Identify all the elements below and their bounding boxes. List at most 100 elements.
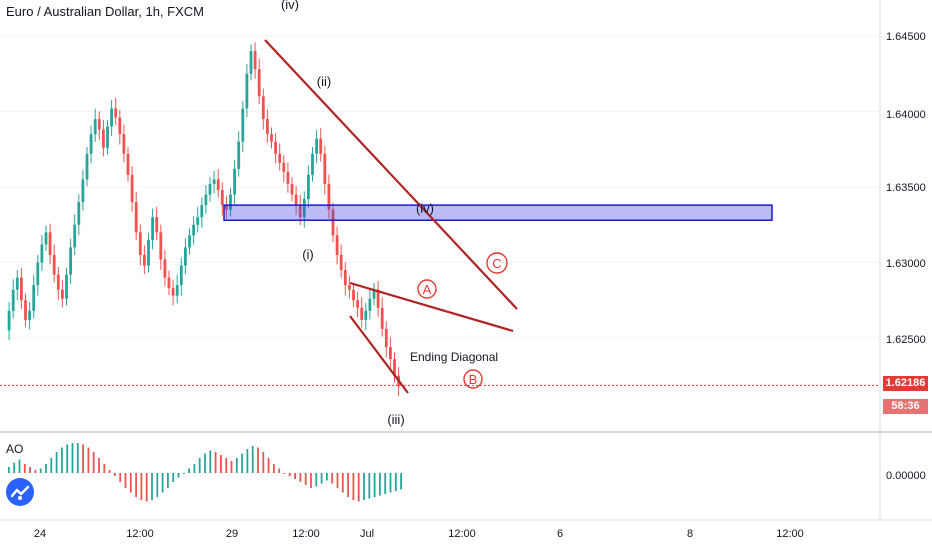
- ao-bar: [18, 459, 21, 473]
- candle-body: [245, 73, 249, 109]
- candle-body: [220, 190, 224, 206]
- candle-body: [339, 254, 343, 271]
- candle-body: [352, 289, 355, 301]
- ao-bar: [363, 473, 365, 500]
- candle-body: [36, 262, 40, 286]
- candle-body: [89, 134, 93, 154]
- candle-body: [389, 347, 392, 360]
- ao-bar: [278, 468, 281, 473]
- candle-body: [24, 300, 27, 320]
- candle-body: [311, 153, 314, 175]
- candle-body: [294, 194, 298, 206]
- ao-bar: [246, 449, 249, 473]
- candle-body: [61, 289, 64, 299]
- candle-body: [28, 310, 31, 320]
- ao-bar: [76, 443, 79, 473]
- candle-body: [85, 153, 89, 180]
- ao-bar: [373, 473, 376, 497]
- candle-body: [261, 96, 265, 120]
- candles: [7, 42, 400, 396]
- candle-body: [167, 277, 171, 289]
- candle-body: [286, 171, 290, 184]
- bar-countdown-tag: 58:36: [883, 399, 928, 414]
- ao-bar: [310, 473, 312, 488]
- ao-bar: [167, 473, 169, 488]
- ao-bar: [198, 458, 201, 473]
- candle-body: [81, 179, 85, 203]
- ao-bar: [331, 473, 334, 484]
- x-tick-8: 8: [687, 528, 693, 540]
- ao-bar: [400, 473, 402, 490]
- candle-body: [282, 162, 286, 172]
- candle-body: [302, 199, 306, 218]
- y-tick-1: 1.64500: [886, 31, 926, 43]
- ao-bar: [151, 473, 153, 500]
- ao-bar: [8, 467, 10, 473]
- ao-bar: [55, 452, 58, 473]
- candle-body: [32, 285, 36, 311]
- y-tick-3: 1.63500: [886, 182, 926, 194]
- ao-bar: [193, 464, 196, 473]
- circle-b: [463, 369, 483, 389]
- ao-bar: [177, 473, 180, 478]
- ao-histogram: [8, 443, 402, 502]
- diagonal-lower: [349, 315, 409, 394]
- candle-body: [143, 254, 146, 266]
- y-tick-5: 1.62500: [886, 334, 926, 346]
- ao-bar: [357, 473, 360, 502]
- ao-bar: [288, 473, 291, 476]
- wave-label-iii: (iii): [387, 412, 404, 427]
- candle-body: [368, 298, 372, 311]
- candle-body: [384, 328, 388, 348]
- candle-body: [319, 138, 323, 154]
- candle-body: [331, 209, 335, 236]
- ao-bar: [188, 468, 190, 473]
- candle-body: [77, 202, 81, 225]
- ao-bar: [92, 452, 95, 473]
- ao-bar: [294, 473, 296, 479]
- x-tick-2: 12:00: [126, 528, 154, 540]
- candle-body: [237, 141, 241, 169]
- candle-body: [208, 183, 212, 195]
- ao-bar: [352, 473, 355, 500]
- ao-bar: [394, 473, 397, 491]
- candle-body: [274, 141, 277, 154]
- ao-bar: [119, 473, 122, 482]
- ao-bar: [87, 447, 90, 473]
- circle-a: [417, 279, 437, 299]
- candle-body: [7, 310, 11, 331]
- ao-bar: [251, 446, 254, 473]
- ao-bar: [39, 468, 42, 473]
- candle-body: [307, 174, 310, 200]
- ao-bar: [225, 458, 228, 473]
- candle-body: [97, 119, 101, 130]
- ao-bar: [135, 473, 137, 497]
- ao-bar: [161, 473, 164, 493]
- indicator-label: AO: [6, 442, 24, 456]
- x-tick-5: Jul: [360, 528, 374, 540]
- chart-title: Euro / Australian Dollar, 1h, FXCM: [6, 4, 204, 19]
- ao-bar: [341, 473, 344, 493]
- candle-body: [290, 183, 294, 195]
- candle-body: [20, 277, 23, 301]
- wave-label-iv-zone: (iv): [416, 201, 434, 216]
- tradingview-logo-icon[interactable]: [6, 478, 34, 506]
- candle-body: [48, 232, 52, 255]
- candle-body: [69, 247, 72, 275]
- wave-label-ii: (ii): [317, 74, 331, 89]
- ao-bar: [182, 473, 185, 474]
- ao-bar: [283, 473, 286, 474]
- y-tick-4: 1.63000: [886, 258, 926, 270]
- ao-bar: [304, 473, 307, 485]
- ao-bar: [45, 464, 47, 473]
- candle-body: [184, 247, 187, 266]
- ao-bar: [103, 464, 106, 473]
- wave-label-iv-top: (iv): [281, 0, 299, 12]
- wave-label-i: (i): [302, 247, 314, 262]
- candle-body: [192, 224, 195, 236]
- ao-bar: [315, 473, 318, 487]
- candle-body: [364, 310, 368, 320]
- ao-bar: [82, 444, 84, 473]
- ao-bar: [347, 473, 349, 497]
